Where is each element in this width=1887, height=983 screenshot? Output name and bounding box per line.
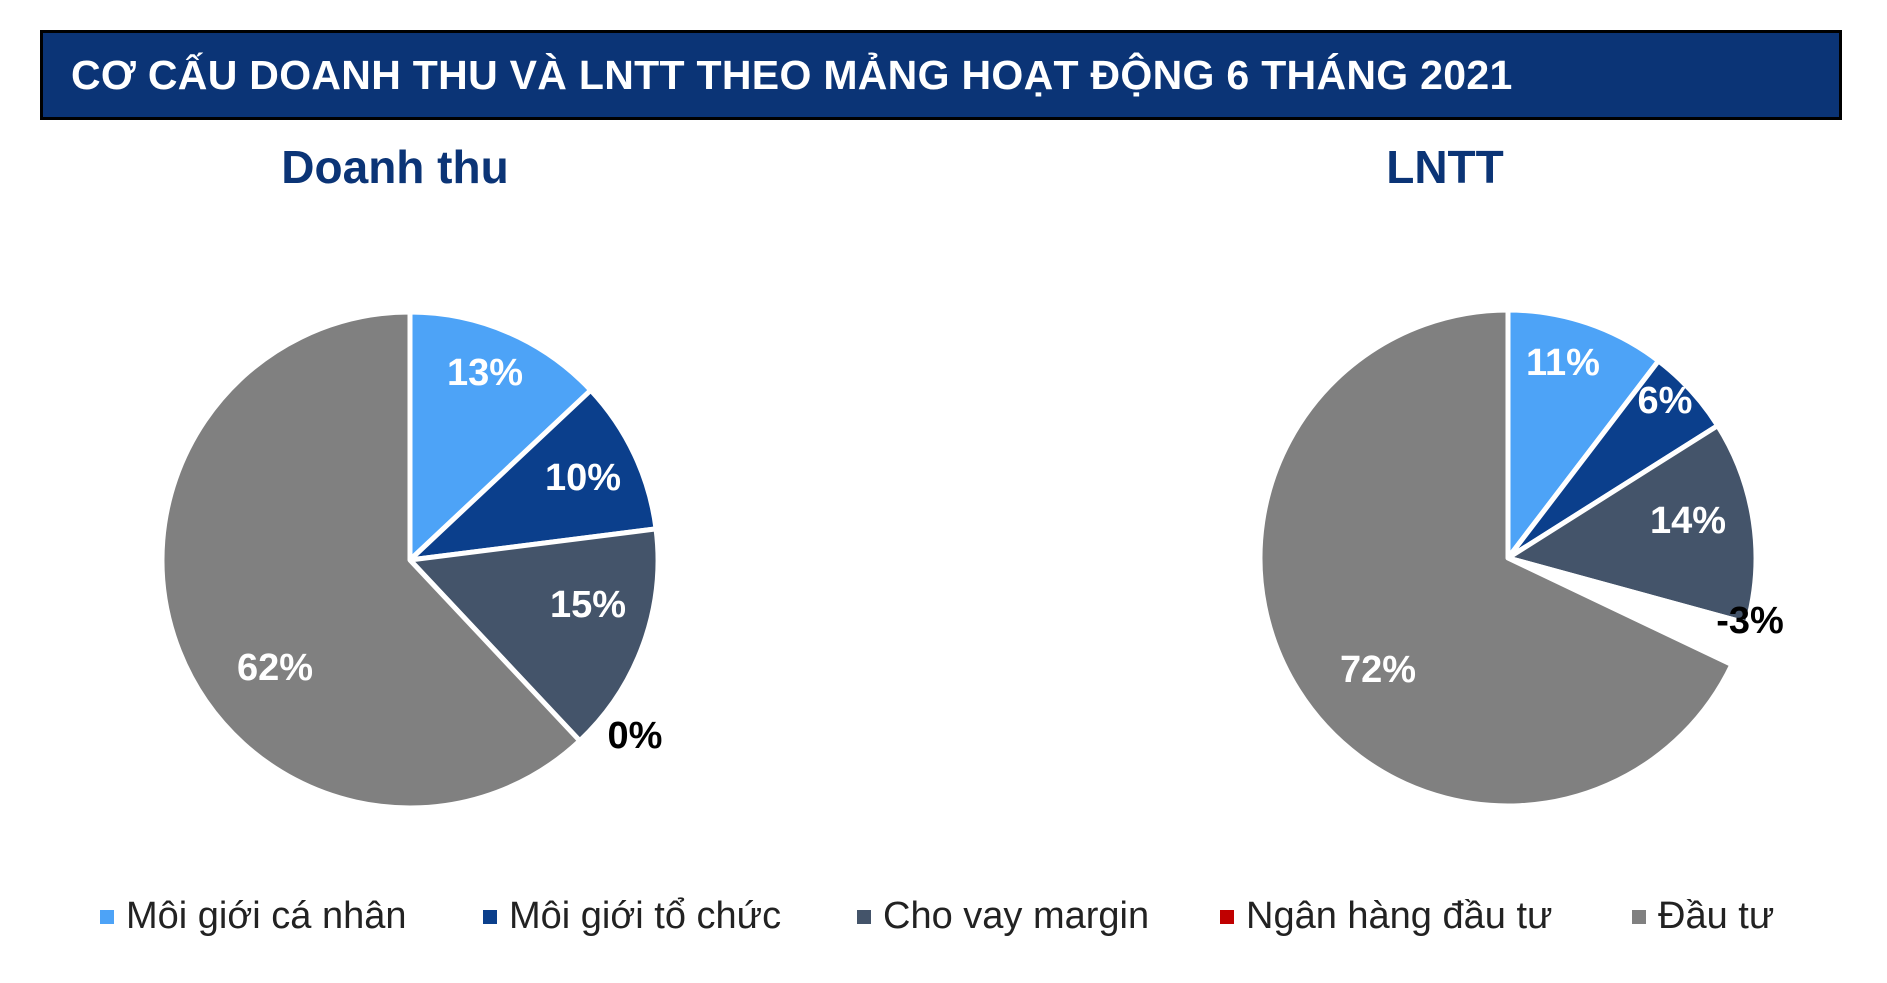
legend-label: Môi giới tổ chức xyxy=(509,895,782,937)
data-label-lntt-ngan-hang-dau-tu: -3% xyxy=(1716,600,1784,642)
data-label-doanh-thu-cho-vay-margin: 15% xyxy=(550,584,626,626)
legend: Môi giới cá nhân Môi giới tổ chức Cho va… xyxy=(0,895,1887,955)
data-label-doanh-thu-dau-tu: 62% xyxy=(237,647,313,689)
legend-swatch xyxy=(1632,909,1646,924)
slice-doanh-thu-cho-vay-margin xyxy=(407,526,661,744)
data-label-lntt-cho-vay-margin: 14% xyxy=(1650,500,1726,542)
title-banner: CƠ CẤU DOANH THU VÀ LNTT THEO MẢNG HOẠT … xyxy=(40,30,1842,120)
legend-label: Đầu tư xyxy=(1658,895,1775,937)
data-label-doanh-thu-moi-gioi-to-chuc: 10% xyxy=(545,457,621,499)
data-label-doanh-thu-ngan-hang-dau-tu: 0% xyxy=(608,715,663,757)
slice-doanh-thu-moi-gioi-ca-nhan xyxy=(407,309,594,563)
legend-item-ngan-hang-dau-tu: Ngân hàng đầu tư xyxy=(1220,895,1552,938)
slice-doanh-thu-dau-tu xyxy=(159,309,583,811)
legend-swatch xyxy=(100,909,114,924)
legend-swatch xyxy=(1220,909,1234,924)
data-label-lntt-dau-tu: 72% xyxy=(1340,649,1416,691)
data-label-lntt-moi-gioi-to-chuc: 6% xyxy=(1638,380,1693,422)
slice-lntt-dau-tu xyxy=(1257,307,1735,809)
data-label-doanh-thu-moi-gioi-ca-nhan: 13% xyxy=(447,352,523,394)
legend-label: Ngân hàng đầu tư xyxy=(1246,895,1553,937)
legend-label: Cho vay margin xyxy=(883,895,1150,937)
legend-label: Môi giới cá nhân xyxy=(126,895,407,937)
legend-item-dau-tu: Đầu tư xyxy=(1632,895,1774,938)
legend-item-moi-gioi-ca-nhan: Môi giới cá nhân xyxy=(100,895,407,938)
pie-title-doanh-thu: Doanh thu xyxy=(281,141,509,193)
chart-title: CƠ CẤU DOANH THU VÀ LNTT THEO MẢNG HOẠT … xyxy=(71,52,1513,98)
slice-lntt-moi-gioi-ca-nhan xyxy=(1505,307,1661,561)
data-label-lntt-moi-gioi-ca-nhan: 11% xyxy=(1526,342,1600,384)
legend-item-cho-vay-margin: Cho vay margin xyxy=(857,895,1149,938)
pie-title-lntt: LNTT xyxy=(1386,141,1504,193)
legend-item-moi-gioi-to-chuc: Môi giới tổ chức xyxy=(483,895,781,938)
slice-doanh-thu-moi-gioi-to-chuc xyxy=(407,387,659,563)
legend-swatch xyxy=(857,909,871,924)
legend-swatch xyxy=(483,909,497,924)
